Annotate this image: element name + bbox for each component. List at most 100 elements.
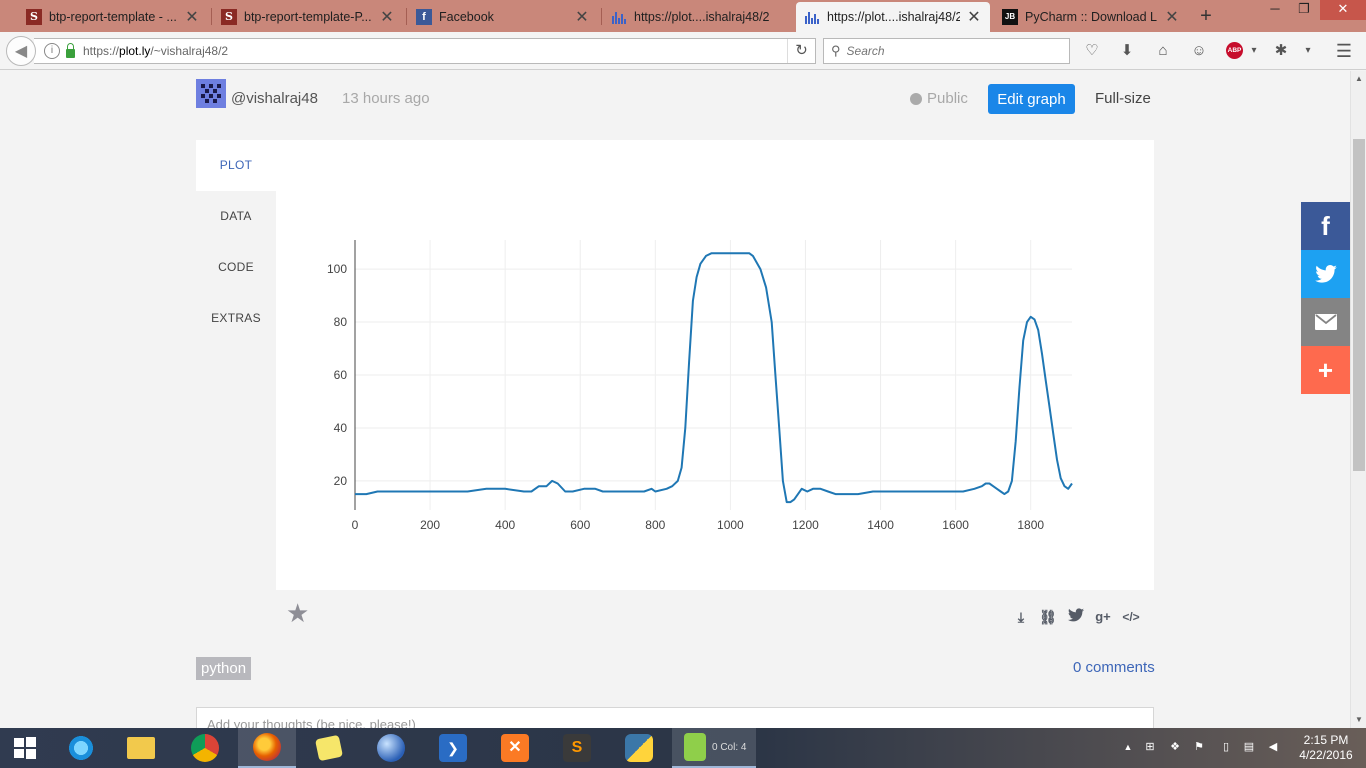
comments-link[interactable]: 0 comments (1073, 659, 1155, 676)
new-tab-button[interactable]: + (1200, 5, 1212, 27)
taskbar-clock[interactable]: 2:15 PM 4/22/2016 (1296, 733, 1356, 763)
url-bar[interactable]: i https://plot.ly/~vishalraj48/2 ↻ (34, 38, 816, 64)
battery-icon[interactable]: ▯ (1222, 741, 1230, 753)
x-tick-label: 1400 (867, 518, 894, 532)
comment-input[interactable]: Add your thoughts (be nice, please!) (196, 707, 1154, 728)
file-explorer-taskbar[interactable] (112, 728, 170, 768)
close-tab-icon[interactable]: ✕ (380, 8, 394, 26)
sublime-text-icon: S (563, 734, 591, 762)
firefox-taskbar[interactable] (238, 728, 296, 768)
facebook-icon: f (1321, 210, 1330, 241)
globe-app-taskbar[interactable] (362, 728, 420, 768)
tab-pycharm[interactable]: JB PyCharm :: Download L... ✕ (994, 3, 1188, 30)
scroll-thumb[interactable] (1353, 139, 1365, 471)
python-icon (625, 734, 653, 762)
star-icon[interactable]: ★ (286, 598, 310, 628)
y-tick-label: 60 (334, 368, 348, 382)
home-icon[interactable]: ⌂ (1158, 42, 1168, 59)
info-icon[interactable]: i (44, 43, 60, 59)
xampp-taskbar[interactable]: ✕ (486, 728, 544, 768)
search-input[interactable] (846, 44, 1047, 58)
avatar[interactable] (196, 79, 226, 108)
facebook-share-button[interactable]: f (1301, 202, 1350, 250)
flag-icon[interactable]: ⚑ (1194, 741, 1204, 753)
browser-nav-bar: i https://plot.ly/~vishalraj48/2 ↻ ◀ ⚲ ♡… (0, 32, 1366, 70)
email-share-button[interactable] (1301, 298, 1350, 346)
start-button[interactable] (0, 728, 50, 768)
pocket-icon[interactable]: ♡ (1085, 42, 1099, 59)
close-tab-icon[interactable]: ✕ (1165, 8, 1179, 26)
tab-data[interactable]: DATA (220, 209, 252, 223)
page-content: @vishalraj48 13 hours ago Public Edit gr… (0, 71, 1350, 728)
dropbox-icon[interactable]: ❖ (1170, 741, 1180, 753)
line-chart[interactable]: 0 200 400 600 800 1000 1200 1400 1600 1800 20 40 60 8… (276, 140, 1154, 590)
internet-explorer-taskbar[interactable] (52, 728, 110, 768)
tab-plotly-2-active[interactable]: https://plot....ishalraj48/2 ✕ (796, 2, 990, 32)
twitter-icon[interactable] (1066, 607, 1086, 627)
timestamp: 13 hours ago (342, 90, 430, 107)
scroll-up-icon[interactable]: ▲ (1355, 74, 1363, 83)
powershell-taskbar[interactable]: ❯ (424, 728, 482, 768)
scroll-down-icon[interactable]: ▼ (1355, 715, 1363, 724)
extension-icon[interactable]: ✱ (1274, 42, 1288, 59)
url-text[interactable]: https://plot.ly/~vishalraj48/2 (83, 44, 229, 58)
minimize-button[interactable]: ─ (1270, 1, 1280, 16)
reload-icon[interactable]: ↻ (787, 39, 815, 63)
volume-icon[interactable]: ◀ (1268, 741, 1278, 753)
clock-date: 4/22/2016 (1299, 748, 1353, 762)
tab-btp-report-template[interactable]: S btp-report-template - ... ✕ (18, 3, 208, 30)
sticky-notes-taskbar[interactable] (300, 728, 358, 768)
xampp-icon: ✕ (501, 734, 529, 762)
menu-icon[interactable]: ☰ (1335, 41, 1353, 61)
smiley-icon[interactable]: ☺ (1191, 42, 1207, 59)
chevron-down-icon[interactable]: ▾ (1305, 45, 1311, 56)
email-icon (1314, 314, 1337, 330)
close-tab-icon[interactable]: ✕ (575, 8, 589, 26)
y-tick-label: 100 (327, 262, 347, 276)
folder-icon (127, 737, 155, 759)
sublime-text-taskbar[interactable]: S (548, 728, 606, 768)
back-arrow-icon: ◀ (14, 43, 28, 60)
twitter-share-button[interactable] (1301, 250, 1350, 298)
notepad-plus-taskbar[interactable] (672, 728, 756, 768)
plotly-icon (804, 9, 820, 25)
downloads-icon[interactable]: ⬇ (1120, 42, 1134, 59)
chrome-taskbar[interactable] (176, 728, 234, 768)
firefox-icon (253, 733, 281, 761)
tab-code[interactable]: CODE (218, 260, 254, 274)
window-close-button[interactable]: ✕ (1320, 0, 1366, 20)
tab-btp-report-template-p[interactable]: S btp-report-template-P... ✕ (213, 3, 403, 30)
tab-separator (211, 8, 212, 25)
link-icon[interactable]: ⛓ (1039, 609, 1057, 625)
page-scrollbar[interactable]: ▲ ▼ (1350, 71, 1366, 728)
chevron-down-icon[interactable]: ▾ (1251, 45, 1257, 56)
download-icon[interactable]: ⤓ (1017, 609, 1025, 625)
edit-graph-button[interactable]: Edit graph (988, 84, 1075, 114)
windows-tray-icon[interactable]: ⊞ (1145, 741, 1155, 753)
tab-plotly-1[interactable]: https://plot....ishalraj48/2 (603, 3, 793, 30)
google-plus-icon[interactable]: g+ (1095, 609, 1111, 624)
network-icon[interactable]: ▤ (1243, 741, 1255, 753)
search-bar[interactable]: ⚲ (823, 38, 1070, 64)
windows-logo-icon (14, 737, 36, 759)
more-share-button[interactable]: + (1301, 346, 1350, 394)
tab-extras[interactable]: EXTRAS (211, 311, 261, 325)
close-tab-icon[interactable]: ✕ (185, 8, 199, 26)
python-taskbar[interactable] (610, 728, 668, 768)
plus-icon: + (1317, 354, 1334, 385)
show-hidden-icons[interactable]: ▲ (1123, 742, 1133, 752)
username-link[interactable]: @vishalraj48 (231, 90, 318, 107)
back-button[interactable]: ◀ (6, 36, 36, 66)
tab-plot[interactable]: PLOT (196, 140, 276, 191)
tab-separator (406, 8, 407, 25)
embed-icon[interactable]: </> (1122, 610, 1140, 624)
full-size-link[interactable]: Full-size (1095, 90, 1151, 107)
maximize-button[interactable]: ❐ (1298, 1, 1310, 16)
adblock-icon[interactable]: ABP (1226, 42, 1243, 59)
browser-tab-bar: S btp-report-template - ... ✕ S btp-repo… (0, 0, 1366, 32)
close-tab-icon[interactable]: ✕ (967, 9, 981, 26)
globe-icon (377, 734, 405, 762)
x-tick-label: 0 (352, 518, 359, 532)
tag-python[interactable]: python (196, 657, 252, 680)
tab-facebook[interactable]: f Facebook ✕ (408, 3, 598, 30)
